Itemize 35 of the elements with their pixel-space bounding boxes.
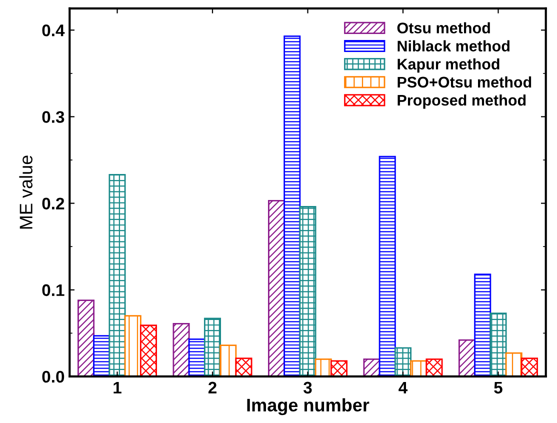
y-tick-label: 0.2 — [42, 198, 64, 210]
bar — [284, 35, 301, 376]
bar — [235, 358, 252, 376]
x-axis-title: Image number — [247, 398, 370, 416]
x-tick-label: 5 — [494, 382, 502, 394]
legend-label: Niblack method — [398, 40, 510, 52]
bar — [78, 300, 95, 376]
bar — [172, 322, 190, 376]
legend-label: Proposed method — [398, 94, 526, 109]
bar — [426, 358, 443, 376]
legend-label: PSO+Otsu method — [398, 76, 532, 88]
y-axis-title: ME value — [19, 156, 32, 229]
y-tick-label: 0.4 — [42, 24, 65, 36]
y-tick-label: 0.0 — [42, 370, 64, 383]
x-tick-label: 2 — [208, 382, 216, 394]
legend-label: Otsu method — [397, 22, 490, 34]
y-tick-label: 0.1 — [42, 284, 64, 296]
bar — [268, 200, 286, 376]
bar — [124, 315, 142, 376]
bar — [108, 174, 126, 376]
bar — [490, 312, 507, 376]
bar — [330, 360, 348, 376]
legend-label: Kapur method — [398, 58, 500, 73]
bar — [299, 206, 316, 376]
bar — [474, 274, 492, 376]
bar — [140, 324, 157, 376]
y-tick-label: 0.3 — [42, 111, 64, 123]
bar — [520, 358, 538, 376]
x-tick-label: 1 — [114, 382, 122, 394]
bar — [220, 344, 237, 376]
bar — [394, 347, 412, 376]
bar — [378, 156, 396, 376]
x-tick-label: 4 — [398, 382, 408, 394]
x-tick-label: 3 — [303, 382, 312, 394]
bar — [204, 318, 221, 376]
